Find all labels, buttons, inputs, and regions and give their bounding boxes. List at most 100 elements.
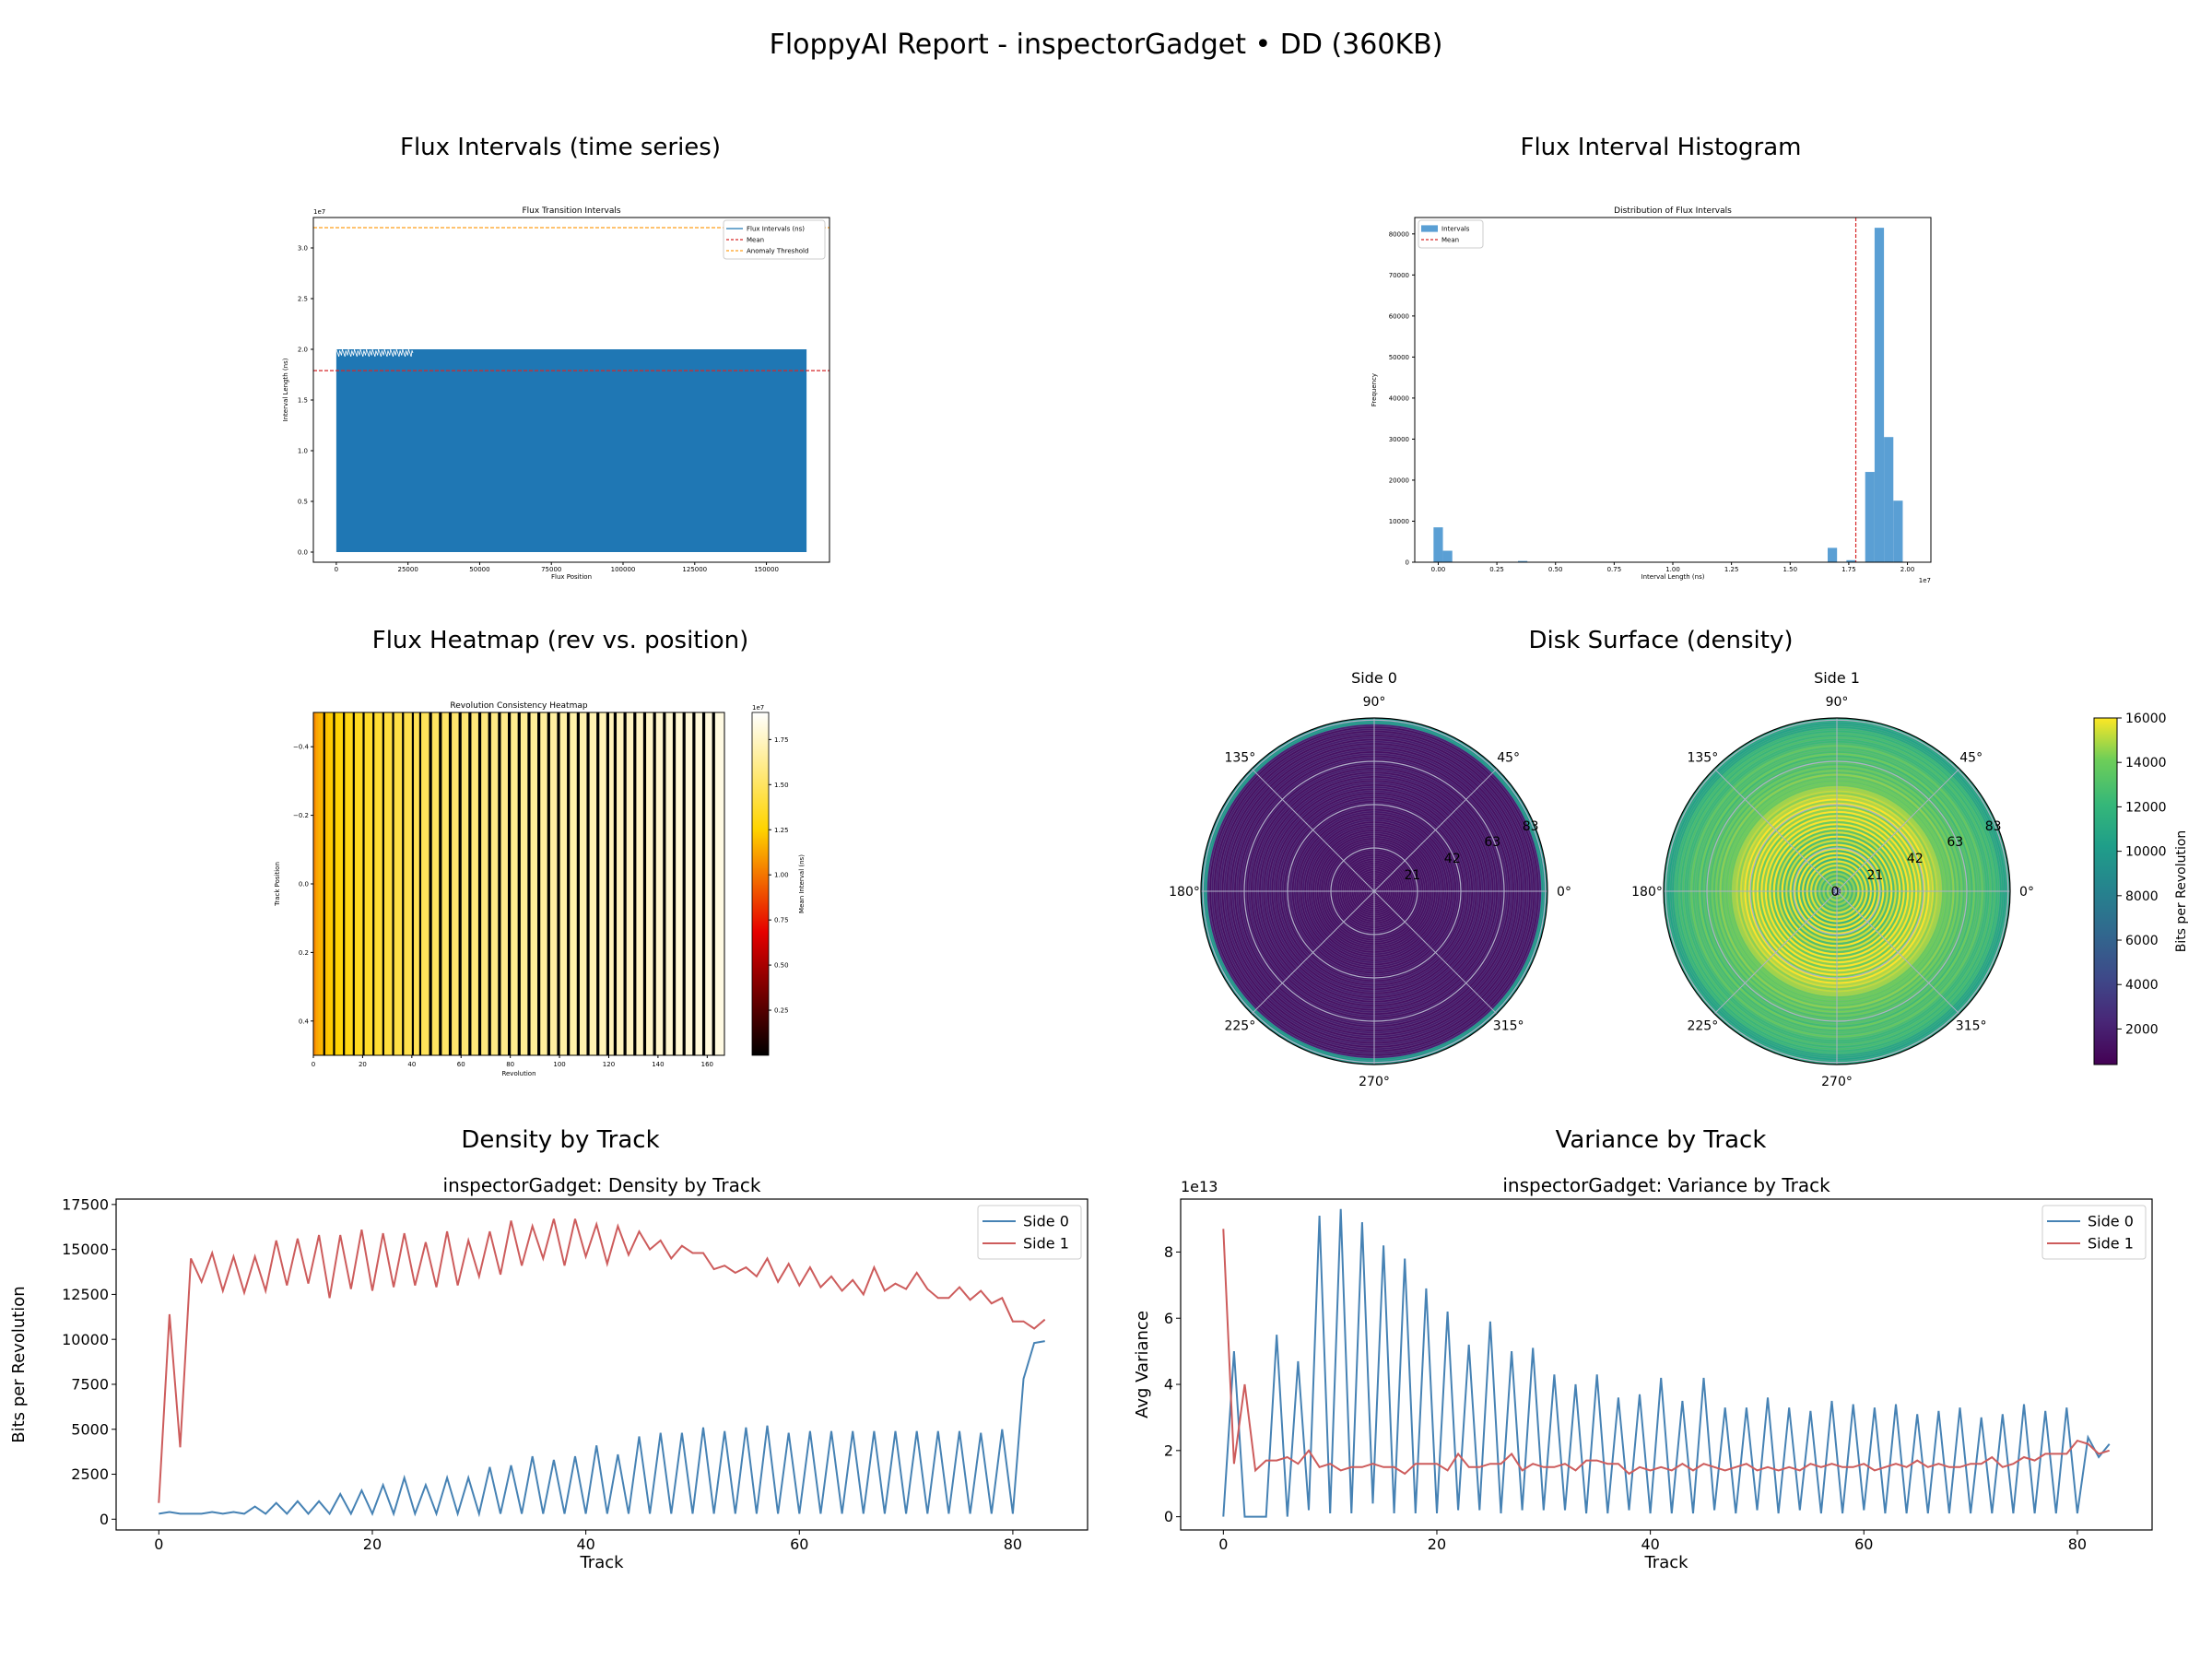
x-tick-label: 2.00 (1900, 566, 1915, 573)
heatmap-cell (620, 712, 624, 1055)
heatmap-low-column (411, 712, 415, 1055)
x-tick-label: 80 (1004, 1535, 1022, 1553)
heatmap-cell (689, 712, 693, 1055)
y-tick-label: 7500 (71, 1376, 109, 1394)
heatmap-cell (697, 712, 700, 1055)
heatmap-cell (539, 712, 543, 1055)
flux-interval-band (335, 349, 807, 552)
x-tick-label: 140 (652, 1061, 664, 1068)
y-offset-label: 1e7 (313, 208, 325, 216)
angle-tick-label: 0° (1557, 885, 1571, 900)
y-tick-label: 1.0 (298, 447, 308, 454)
heatmap-low-column (362, 712, 365, 1055)
chart-title: inspectorGadget: Variance by Track (1502, 1174, 1830, 1196)
heatmap-cell (523, 712, 525, 1055)
heatmap-low-column (586, 712, 590, 1055)
heatmap-cell (505, 712, 509, 1055)
heatmap-low-column (372, 712, 375, 1055)
legend-label: Side 1 (2088, 1235, 2134, 1253)
heatmap-cell (512, 712, 516, 1055)
heatmap-cell (465, 712, 469, 1055)
colorbar-tick-label: 0.25 (774, 1007, 789, 1015)
legend-label: Side 1 (1023, 1235, 1069, 1253)
heatmap-low-column (567, 712, 571, 1055)
x-tick-label: 0 (1218, 1535, 1228, 1553)
chart-title: Flux Transition Intervals (522, 206, 620, 216)
heatmap-cell (535, 712, 538, 1055)
heatmap-cell (337, 712, 341, 1055)
heatmap-cell (564, 712, 568, 1055)
heatmap-low-column (333, 712, 335, 1055)
heatmap-low-column (477, 712, 482, 1055)
histogram-bar (1828, 547, 1838, 562)
disk-surface-colorbar: 2000 4000 6000 8000 10000 12000 14000 16000 Bits… (2093, 712, 2189, 1065)
chart-title: Distribution of Flux Intervals (1614, 206, 1732, 216)
heatmap-cell (417, 712, 420, 1055)
heatmap-cell (396, 712, 400, 1055)
x-tick-label: 60 (457, 1061, 465, 1068)
heatmap-cell (330, 712, 334, 1055)
report-title: FloppyAI Report - inspectorGadget • DD (… (770, 29, 1443, 61)
heatmap-cell (579, 712, 582, 1055)
heatmap-cell (359, 712, 363, 1055)
angle-tick-label: 180° (1169, 885, 1200, 900)
angular-gridline (1836, 768, 1960, 892)
y-axis-label: Frequency (1371, 373, 1378, 406)
x-tick-label: 0.00 (1431, 566, 1446, 573)
heatmap-cell (583, 712, 587, 1055)
colorbar-tick-label: 16000 (2125, 712, 2167, 726)
heatmap-cell (591, 712, 594, 1055)
disk-surface-side0-chart: 0° 45° 90° 135° 180° 225° 270° 315° 21 42 63 83 Side… (1169, 669, 1571, 1089)
heatmap-low-column (418, 712, 422, 1055)
histogram-bar (1893, 500, 1903, 562)
heatmap-cell (716, 712, 720, 1055)
heatmap-cell (670, 712, 674, 1055)
heatmap-cell (611, 712, 615, 1055)
heatmap-cell (641, 712, 644, 1055)
panel-title-density: Density by Track (461, 1126, 659, 1154)
series-line-side-1 (158, 1218, 1046, 1503)
y-tick-label: 4 (1164, 1376, 1173, 1394)
heatmap-cell (657, 712, 661, 1055)
heatmap-cell (421, 712, 425, 1055)
colorbar-label: Bits per Revolution (2174, 830, 2189, 953)
colorbar-tick-label: 0.75 (774, 917, 789, 924)
heatmap-cell (384, 712, 388, 1055)
heatmap-cell (542, 712, 546, 1055)
x-tick-label: 100000 (611, 566, 636, 573)
x-tick-label: 40 (576, 1535, 594, 1553)
heatmap-cell (569, 712, 572, 1055)
angle-tick-label: 270° (1359, 1075, 1390, 1089)
y-tick-label: 0.5 (298, 498, 308, 505)
heatmap-low-column (682, 712, 686, 1055)
radial-tick-label: 42 (1444, 852, 1461, 866)
x-axis-label: Interval Length (ns) (1641, 573, 1705, 581)
heatmap-low-column (468, 712, 472, 1055)
heatmap-cell (719, 712, 723, 1055)
y-tick-label: 10000 (1389, 518, 1409, 525)
heatmap-cell (426, 712, 429, 1055)
y-tick-label: 80000 (1389, 230, 1409, 238)
y-tick-label: 1.5 (298, 396, 308, 404)
heatmap-cell (365, 712, 369, 1055)
heatmap-low-column (458, 712, 462, 1055)
angular-gridline (1373, 890, 1498, 1015)
y-tick-label: 30000 (1389, 436, 1409, 443)
angle-tick-label: 135° (1687, 750, 1718, 765)
heatmap-cell (389, 712, 393, 1055)
series-line-side-0 (159, 1340, 1045, 1518)
heatmap-cell (638, 712, 641, 1055)
y-tick-label: 20000 (1389, 477, 1409, 484)
density-by-track-chart: 0 20 40 60 80 0 2500 5000 7500 10000 12500 15000 175… (9, 1174, 1088, 1572)
polar-frame (1663, 717, 2011, 1065)
colorbar-offset-label: 1e7 (752, 704, 764, 712)
heatmap-cell (628, 712, 631, 1055)
heatmap-cell (700, 712, 703, 1055)
panel-title-heatmap: Flux Heatmap (rev vs. position) (372, 627, 749, 654)
heatmap-cell (463, 712, 466, 1055)
panel-title-flux-series: Flux Intervals (time series) (400, 134, 721, 161)
angular-gridline (1373, 768, 1498, 892)
revolution-heatmap-chart: 0 20 40 60 80 100 120 140 160 −0.4 −0.2 0.0 0.2 0.4 Re… (274, 701, 806, 1077)
heatmap-cell (604, 712, 607, 1055)
heatmap-cell (394, 712, 398, 1055)
